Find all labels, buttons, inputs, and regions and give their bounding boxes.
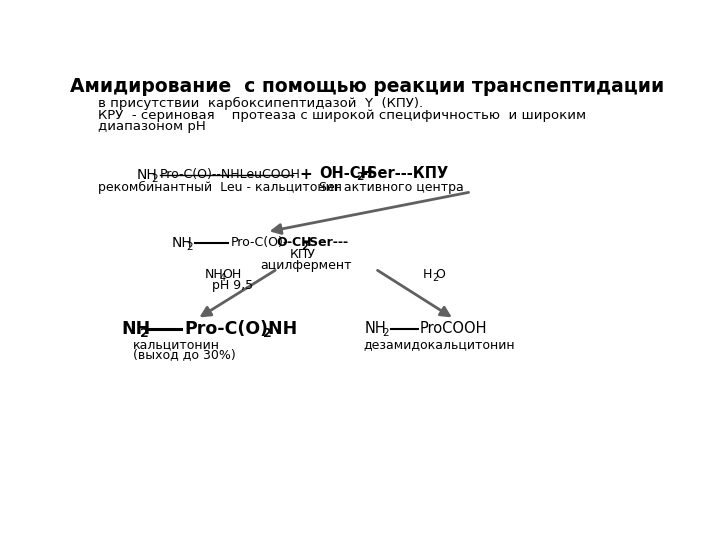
Text: H: H (423, 268, 433, 281)
Text: 2: 2 (263, 327, 271, 340)
Text: КПУ: КПУ (290, 248, 316, 261)
Text: 2: 2 (301, 241, 307, 252)
Text: 2: 2 (140, 327, 148, 340)
Text: NH: NH (365, 321, 387, 336)
Text: Pro-C(O)--: Pro-C(O)-- (230, 236, 292, 249)
Text: O-CH: O-CH (276, 236, 312, 249)
Text: Pro-C(O)--NHLeuCOOH: Pro-C(O)--NHLeuCOOH (160, 168, 301, 181)
Text: в присутствии  карбоксипептидазой  Y  (КПУ).: в присутствии карбоксипептидазой Y (КПУ)… (98, 97, 423, 110)
Text: NH: NH (204, 268, 223, 281)
Text: +: + (299, 167, 312, 183)
Text: дезамидокальцитонин: дезамидокальцитонин (364, 338, 516, 351)
Text: ацилфермент: ацилфермент (261, 259, 352, 272)
Text: 2: 2 (432, 273, 438, 283)
Text: NH: NH (171, 235, 192, 249)
Text: ProCOOH: ProCOOH (419, 321, 487, 336)
Text: Pro-C(O)NH: Pro-C(O)NH (184, 320, 298, 338)
Text: NH: NH (121, 320, 150, 338)
Text: OH: OH (222, 268, 242, 281)
Text: Ser активного центра: Ser активного центра (320, 181, 464, 194)
Text: O: O (435, 268, 445, 281)
Text: 2: 2 (151, 174, 158, 184)
Text: 2: 2 (186, 241, 193, 252)
Text: кальцитонин: кальцитонин (132, 338, 220, 351)
Text: pH 9,5: pH 9,5 (212, 279, 253, 292)
Text: NH: NH (137, 168, 157, 182)
Text: Амидирование  с помощью реакции транспептидации: Амидирование с помощью реакции транспепт… (71, 77, 665, 96)
Text: 2: 2 (356, 172, 364, 182)
Text: (выход до 30%): (выход до 30%) (132, 349, 235, 362)
Text: диапазоном рН: диапазоном рН (98, 120, 205, 133)
Text: -Ser---: -Ser--- (305, 236, 348, 249)
Text: -Ser---КПУ: -Ser---КПУ (361, 166, 449, 181)
Text: 4: 4 (220, 273, 225, 283)
Text: КРУ  - сериновая    протеаза с широкой специфичностью  и широким: КРУ - сериновая протеаза с широкой специ… (98, 109, 586, 122)
Text: 2: 2 (382, 328, 389, 338)
Text: OH-CH: OH-CH (320, 166, 373, 181)
Text: рекомбинантный  Leu - кальцитонин: рекомбинантный Leu - кальцитонин (98, 181, 342, 194)
